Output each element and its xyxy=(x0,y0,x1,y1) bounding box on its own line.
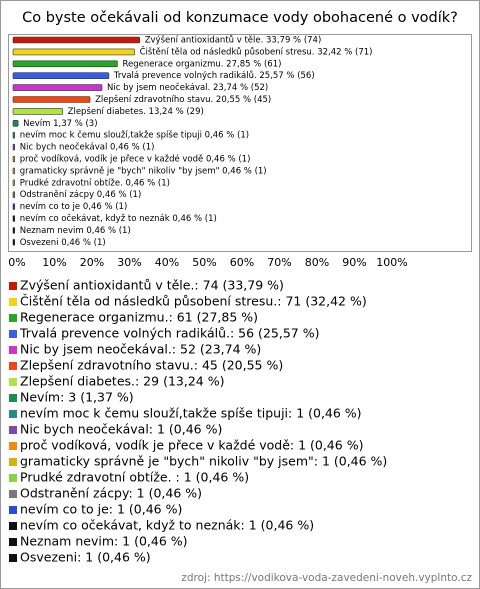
legend-entry: nevím moc k čemu slouží,takže spíše tipu… xyxy=(20,406,362,421)
x-tick-label: 90% xyxy=(342,256,366,269)
legend-entry: gramaticky správně je "bych" nikoliv "by… xyxy=(20,454,387,469)
legend-entry: Neznam nevim: 1 (0,46 %) xyxy=(20,534,188,549)
bar-label: Nic bych neočekával 0,46 % (1) xyxy=(20,142,155,153)
legend-swatch xyxy=(9,442,17,450)
x-tick-label: 30% xyxy=(117,256,141,269)
x-tick-label: 60% xyxy=(230,256,254,269)
bar xyxy=(12,120,19,127)
x-tick-label: 100% xyxy=(376,256,407,269)
bar-label: Nic by jsem neočekával. 23,74 % (52) xyxy=(107,82,268,93)
bar-label: gramaticky správně je "bych" nikoliv "by… xyxy=(20,166,267,176)
x-tick-label: 50% xyxy=(192,256,216,269)
bar-label: Zlepšení zdravotního stavu. 20,55 % (45) xyxy=(95,94,271,105)
legend-swatch xyxy=(9,330,17,338)
bar-label: Regenerace organizmu. 27,85 % (61) xyxy=(122,59,281,69)
legend-swatch xyxy=(9,282,17,290)
x-tick-label: 70% xyxy=(267,256,291,269)
bar-label: Odstranění zácpy 0,46 % (1) xyxy=(20,190,142,200)
bar xyxy=(12,167,16,175)
legend-entry: Osvezeni: 1 (0,46 %) xyxy=(20,550,151,565)
legend-entry: Nic bych neočekával: 1 (0,46 %) xyxy=(20,422,222,437)
bar-label: Neznam nevim 0,46 % (1) xyxy=(20,226,131,236)
bar-label: Čištění těla od následků působení stresu… xyxy=(140,45,373,57)
legend-swatch xyxy=(9,490,17,498)
bar-label: nevím moc k čemu slouží,takže spíše tipu… xyxy=(20,130,249,141)
legend-swatch xyxy=(9,394,17,402)
bar xyxy=(12,179,16,187)
x-tick-label: 40% xyxy=(155,256,179,269)
legend-entry: Nevím: 3 (1,37 %) xyxy=(20,390,134,405)
legend-swatch xyxy=(9,378,17,386)
bar xyxy=(12,131,16,139)
source: zdroj: https://vodikova-voda-zavedeni-no… xyxy=(181,572,472,584)
bar xyxy=(12,72,110,79)
x-tick-label: 10% xyxy=(42,256,66,269)
legend-entry: Zlepšení zdravotního stavu.: 45 (20,55 %… xyxy=(20,358,283,373)
x-tick-label: 80% xyxy=(305,256,329,269)
bar xyxy=(12,48,135,56)
legend-swatch xyxy=(9,298,17,306)
bar xyxy=(12,191,16,198)
bar xyxy=(12,227,16,234)
legend-swatch xyxy=(9,314,17,322)
bar-label: Nevím 1,37 % (3) xyxy=(23,119,97,129)
bar xyxy=(12,84,103,91)
legend-entry: Zlepšení diabetes.: 29 (13,24 %) xyxy=(20,374,224,389)
bar xyxy=(12,96,91,103)
x-tick-label: 0% xyxy=(8,256,25,269)
bar-label: nevím co očekávat, když to neznák 0,46 %… xyxy=(20,213,217,224)
bar-label: proč vodíková, vodík je přece v každé vo… xyxy=(20,154,251,165)
bar-label: nevím co to je 0,46 % (1) xyxy=(20,202,128,212)
legend-swatch xyxy=(9,362,17,370)
bar xyxy=(12,36,141,44)
legend-entry: Odstranění zácpy: 1 (0,46 %) xyxy=(20,486,202,501)
legend-entry: proč vodíková, vodík je přece v každé vo… xyxy=(20,438,363,453)
bar xyxy=(12,60,118,68)
bar xyxy=(12,203,16,210)
bar-label: Osvezeni 0,46 % (1) xyxy=(20,238,106,248)
legend-entry: Prudké zdravotní obtíže. : 1 (0,46 %) xyxy=(20,470,249,485)
bar-label: Zlepšení diabetes. 13,24 % (29) xyxy=(68,106,204,117)
bar xyxy=(12,155,16,163)
legend-entry: nevím co to je: 1 (0,46 %) xyxy=(20,502,182,517)
bar xyxy=(12,143,16,151)
legend-entry: nevím co očekávat, když to neznák: 1 (0,… xyxy=(20,518,314,533)
legend-swatch xyxy=(9,538,17,546)
legend-swatch xyxy=(9,522,17,530)
x-tick-label: 20% xyxy=(80,256,104,269)
bar xyxy=(12,239,16,246)
bar-label: Zvýšení antioxidantů v těle. 33,79 % (74… xyxy=(145,35,322,46)
legend-swatch xyxy=(9,410,17,418)
bar-label: Trvalá prevence volných radikálů. 25,57 … xyxy=(113,70,315,81)
legend-swatch xyxy=(9,554,17,562)
legend-entry: Regenerace organizmu.: 61 (27,85 %) xyxy=(20,310,258,325)
legend-entry: Čištění těla od následků působení stresu… xyxy=(20,294,367,309)
legend-entry: Trvalá prevence volných radikálů.: 56 (2… xyxy=(19,326,319,341)
plot-frame xyxy=(8,34,472,252)
legend-swatch xyxy=(9,458,17,466)
bar xyxy=(12,108,63,115)
legend-swatch xyxy=(9,506,17,514)
bar-label: Prudké zdravotní obtíže. 0,46 % (1) xyxy=(20,177,170,188)
legend-entry: Nic by jsem neočekával.: 52 (23,74 %) xyxy=(20,342,261,357)
legend-swatch xyxy=(9,346,17,354)
bar xyxy=(12,215,16,222)
legend-entry: Zvýšení antioxidantů v těle.: 74 (33,79 … xyxy=(20,278,284,293)
legend-swatch xyxy=(9,426,17,434)
legend-swatch xyxy=(9,474,17,482)
chart-title: Co byste očekávali od konzumace vody obo… xyxy=(22,10,458,26)
